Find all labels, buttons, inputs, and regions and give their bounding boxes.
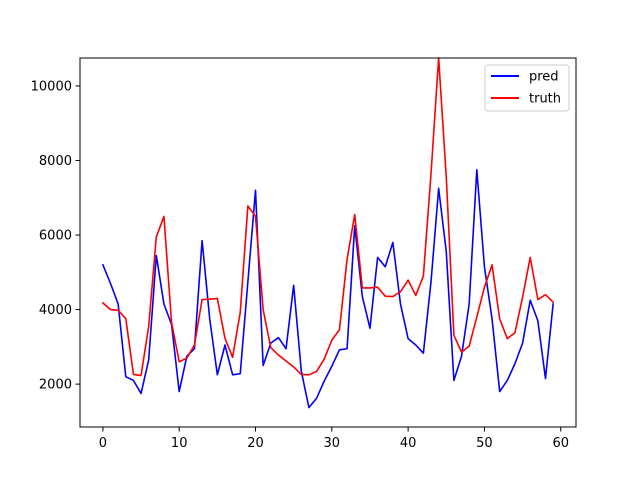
y-tick-label-2000: 2000 [39, 378, 72, 393]
x-tick-label-0: 0 [99, 436, 107, 451]
x-tick-label-20: 20 [247, 436, 264, 451]
y-tick-label-4000: 4000 [39, 303, 72, 318]
legend-label-pred: pred [529, 70, 559, 85]
x-tick-label-40: 40 [400, 436, 417, 451]
legend: pred truth [484, 64, 570, 112]
y-axis: 2000 4000 6000 8000 10000 [31, 79, 80, 393]
x-axis: 0 10 20 30 40 50 60 [99, 427, 569, 451]
x-tick-label-10: 10 [171, 436, 188, 451]
series-layer [101, 57, 555, 409]
x-tick-label-50: 50 [476, 436, 493, 451]
y-tick-label-6000: 6000 [39, 229, 72, 244]
x-tick-label-30: 30 [324, 436, 341, 451]
y-tick-label-10000: 10000 [31, 79, 72, 94]
series-line-pred [101, 169, 554, 409]
plot-frame [79, 57, 577, 428]
x-tick-label-60: 60 [552, 436, 569, 451]
series-line-truth [101, 57, 555, 377]
y-tick-label-8000: 8000 [39, 154, 72, 169]
legend-label-truth: truth [529, 92, 561, 107]
plot-area [80, 58, 576, 427]
